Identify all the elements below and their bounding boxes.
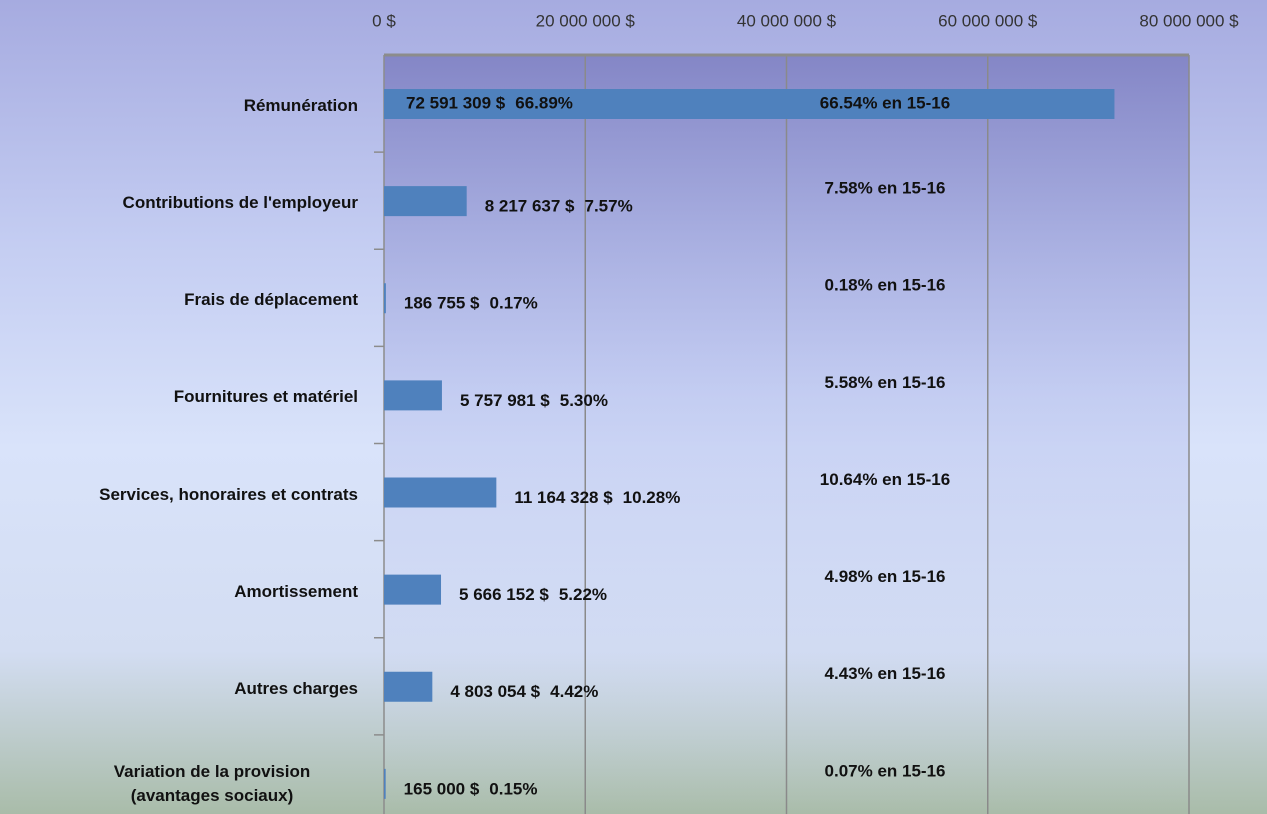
prior-year-label: 66.54% en 15-16 <box>820 93 950 112</box>
bar <box>384 477 497 508</box>
share-label: 10.28% <box>623 488 681 507</box>
share-label: 0.17% <box>490 294 538 313</box>
value-label: 5 666 152 $ <box>459 585 549 604</box>
share-label: 7.57% <box>585 197 633 216</box>
value-label: 8 217 637 $ <box>485 197 575 216</box>
x-tick-label: 60 000 000 $ <box>938 11 1038 30</box>
share-label: 0.15% <box>489 779 537 798</box>
value-label: 72 591 309 $ <box>406 93 506 112</box>
value-label: 5 757 981 $ <box>460 391 550 410</box>
value-label: 11 164 328 $ <box>514 488 613 507</box>
bar <box>384 574 442 605</box>
value-label: 4 803 054 $ <box>450 682 540 701</box>
prior-year-label: 7.58% en 15-16 <box>825 179 946 198</box>
category-label: Frais de déplacement <box>184 290 358 310</box>
share-label: 66.89% <box>515 93 573 112</box>
prior-year-label: 0.18% en 15-16 <box>825 276 946 295</box>
bar <box>384 768 386 799</box>
category-label: Fournitures et matériel <box>173 387 358 407</box>
bar <box>384 186 467 217</box>
x-tick-label: 20 000 000 $ <box>536 11 636 30</box>
prior-year-label: 4.43% en 15-16 <box>825 664 946 683</box>
share-label: 5.22% <box>559 585 607 604</box>
bar <box>384 89 1115 119</box>
x-tick-label: 0 $ <box>372 11 396 30</box>
bar <box>384 283 386 314</box>
bar <box>384 671 433 702</box>
category-label: Autres charges <box>234 678 358 698</box>
category-label: Services, honoraires et contrats <box>99 484 358 504</box>
prior-year-label: 5.58% en 15-16 <box>825 373 946 392</box>
share-label: 4.42% <box>550 682 598 701</box>
prior-year-label: 0.07% en 15-16 <box>825 761 946 780</box>
share-label: 5.30% <box>560 391 608 410</box>
category-label: Contributions de l'employeur <box>122 193 358 213</box>
value-label: 186 755 $ <box>404 294 480 313</box>
value-label: 165 000 $ <box>404 779 480 798</box>
prior-year-label: 10.64% en 15-16 <box>820 470 950 489</box>
bar <box>384 380 442 411</box>
x-tick-label: 40 000 000 $ <box>737 11 837 30</box>
prior-year-label: 4.98% en 15-16 <box>825 567 946 586</box>
category-label: Amortissement <box>234 581 358 601</box>
category-label: Rémunération <box>243 96 358 115</box>
x-tick-label: 80 000 000 $ <box>1139 11 1239 30</box>
category-label: Variation de la provision (avantages soc… <box>113 761 311 805</box>
